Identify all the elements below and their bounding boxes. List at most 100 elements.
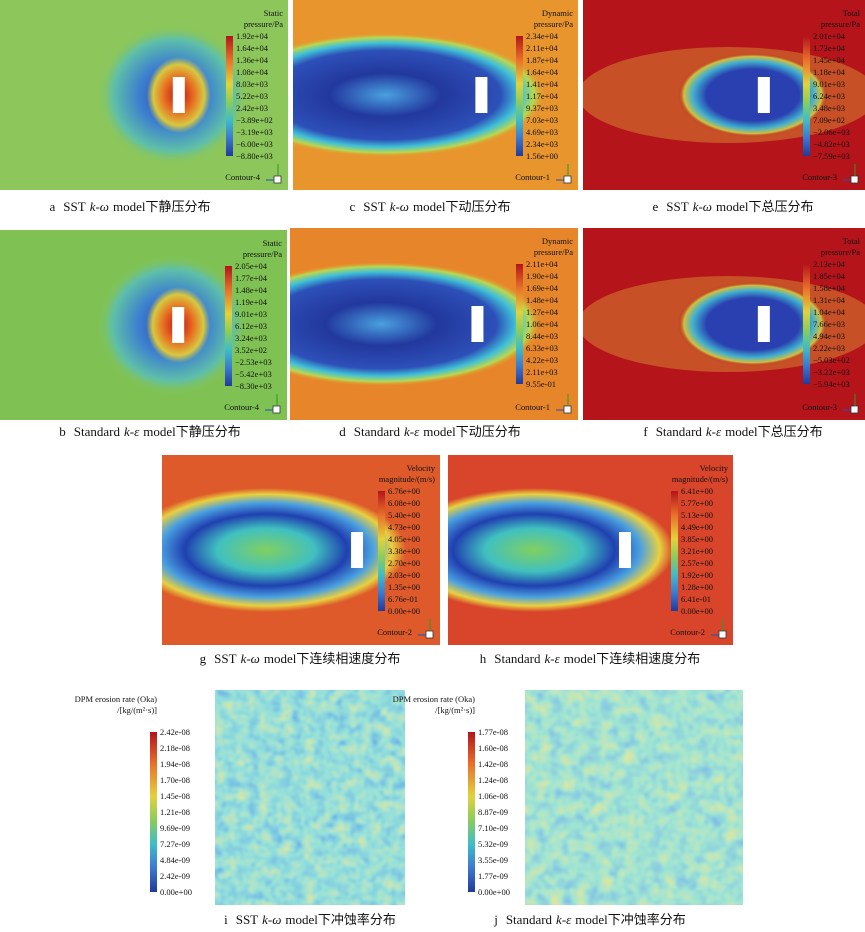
colorbar (225, 266, 232, 386)
colorbar-tick-label: 4.22e+03 (526, 355, 558, 365)
contour-image: Contour-4 (0, 230, 287, 420)
colorbar-tick-label: 1.48e+04 (526, 295, 559, 305)
colorbar-tick-label: 3.52e+02 (235, 345, 267, 355)
colorbar (468, 732, 475, 892)
caption-letter: h (480, 651, 487, 666)
colorbar-tick-label: 1.77e-08 (478, 727, 508, 737)
axis-icon (272, 405, 281, 414)
caption: g SST k-ω model下连续相速度分布 (200, 651, 401, 666)
caption-text: model下动压分布 (423, 424, 521, 439)
axis-icon (273, 175, 282, 184)
colorbar-tick-label: 1.06e-08 (478, 791, 508, 801)
colorbar-tick-label: 4.69e+03 (526, 127, 558, 137)
colorbar-tick-label: 4.94e+03 (813, 331, 845, 341)
colorbar-tick-label: 1.60e-08 (478, 743, 508, 753)
colorbar-tick-label: −4.82e+03 (813, 139, 850, 149)
colorbar-tick-label: 3.24e+03 (235, 333, 267, 343)
colorbar (516, 264, 523, 384)
colorbar-tick-label: 2.34e+03 (526, 139, 558, 149)
colorbar (226, 36, 233, 156)
colorbar-tick-label: 4.49e+00 (681, 522, 713, 532)
colorbar-tick-label: −3.89e+02 (236, 115, 273, 125)
caption: f Standard k-ε model下总压分布 (643, 424, 822, 439)
colorbar-tick-label: 9.01e+03 (813, 79, 845, 89)
caption-text: model下静压分布 (113, 199, 211, 214)
caption-model: SST (363, 199, 385, 214)
plate (757, 306, 770, 342)
colorbar-tick-label: 2.13e+04 (813, 259, 846, 269)
colorbar-tick-label: 2.01e+04 (813, 31, 846, 41)
colorbar-tick-label: 5.32e-09 (478, 839, 508, 849)
colorbar-tick-label: −2.06e+03 (813, 127, 850, 137)
colorbar-tick-label: 5.22e+03 (236, 91, 268, 101)
colorbar-tick-label: 2.22e+03 (813, 343, 845, 353)
caption-turbulence: k-ε (706, 424, 722, 439)
colorbar-tick-label: 9.55e-01 (526, 379, 556, 389)
colorbar-tick-label: 1.58e+04 (813, 283, 846, 293)
wake-core (677, 282, 828, 366)
colorbar-tick-label: 1.19e+04 (235, 297, 268, 307)
legend-title: pressure/Pa (821, 19, 860, 29)
caption-turbulence: k-ε (544, 651, 560, 666)
erosion-field (525, 690, 743, 905)
colorbar-tick-label: 1.69e+04 (526, 283, 559, 293)
colorbar-tick-label: 3.38e+00 (388, 546, 420, 556)
colorbar-tick-label: −2.53e+03 (235, 357, 272, 367)
caption-text: model下动压分布 (413, 199, 511, 214)
colorbar-tick-label: 6.24e+03 (813, 91, 845, 101)
colorbar-tick-label: −8.30e+03 (235, 381, 272, 391)
colorbar-tick-label: 3.85e+00 (681, 534, 713, 544)
colorbar-tick-label: 2.42e-09 (160, 871, 190, 881)
caption-letter: i (224, 912, 228, 927)
contour-image: Contour-4 (0, 0, 288, 190)
colorbar-tick-label: 1.06e+04 (526, 319, 559, 329)
colorbar-tick-label: 4.05e+00 (388, 534, 420, 544)
colorbar-tick-label: 2.03e+00 (388, 570, 420, 580)
legend-title: pressure/Pa (244, 19, 283, 29)
colorbar-tick-label: 1.24e-08 (478, 775, 508, 785)
plate (471, 306, 484, 342)
caption-turbulence: k-ε (124, 424, 140, 439)
colorbar-tick-label: 2.11e+04 (526, 43, 558, 53)
colorbar-tick-label: 1.04e+04 (813, 307, 846, 317)
contour-label: Contour-4 (224, 402, 260, 412)
caption-turbulence: k-ω (390, 199, 409, 214)
colorbar-tick-label: 1.21e-08 (160, 807, 190, 817)
colorbar-tick-label: 6.08e+00 (388, 498, 420, 508)
colorbar-tick-label: −8.80e+03 (236, 151, 273, 161)
colorbar-tick-label: 2.42e+03 (236, 103, 268, 113)
legend-title: /[kg/(m²·s)] (117, 705, 157, 715)
colorbar-tick-label: 5.77e+00 (681, 498, 713, 508)
colorbar-tick-label: 7.09e+02 (813, 115, 845, 125)
caption-text: model下总压分布 (716, 199, 814, 214)
caption-text: model下连续相速度分布 (264, 651, 401, 666)
caption-model: SST (63, 199, 85, 214)
colorbar-tick-label: 1.28e+00 (681, 582, 713, 592)
caption: d Standard k-ε model下动压分布 (339, 424, 520, 439)
caption-letter: b (59, 424, 66, 439)
colorbar-tick-label: −5.94e+03 (813, 379, 850, 389)
colorbar-tick-label: 6.12e+03 (235, 321, 267, 331)
legend-title: magnitude/(m/s) (379, 474, 435, 484)
axis-icon (850, 405, 859, 414)
colorbar-tick-label: 1.92e+00 (681, 570, 713, 580)
contour-label: Contour-1 (515, 402, 550, 412)
colorbar-tick-label: 7.27e-09 (160, 839, 190, 849)
contour-image: Contour-1 (293, 0, 578, 190)
plate (351, 532, 364, 568)
plate (172, 307, 185, 343)
legend-title: DPM erosion rate (Oka) (75, 694, 158, 704)
colorbar-tick-label: −3.22e+03 (813, 367, 850, 377)
colorbar-tick-label: 6.76e-01 (388, 594, 418, 604)
colorbar-tick-label: 1.73e+04 (813, 43, 846, 53)
caption-turbulence: k-ω (693, 199, 712, 214)
colorbar-tick-label: 1.56e+00 (526, 151, 558, 161)
colorbar-tick-label: 1.27e+04 (526, 307, 559, 317)
legend-title: /[kg/(m²·s)] (435, 705, 475, 715)
caption: b Standard k-ε model下静压分布 (59, 424, 240, 439)
wake (162, 488, 406, 612)
caption: e SST k-ω model下总压分布 (653, 199, 814, 214)
caption-turbulence: k-ω (262, 912, 281, 927)
colorbar-tick-label: 8.87e-09 (478, 807, 508, 817)
colorbar (516, 36, 523, 156)
